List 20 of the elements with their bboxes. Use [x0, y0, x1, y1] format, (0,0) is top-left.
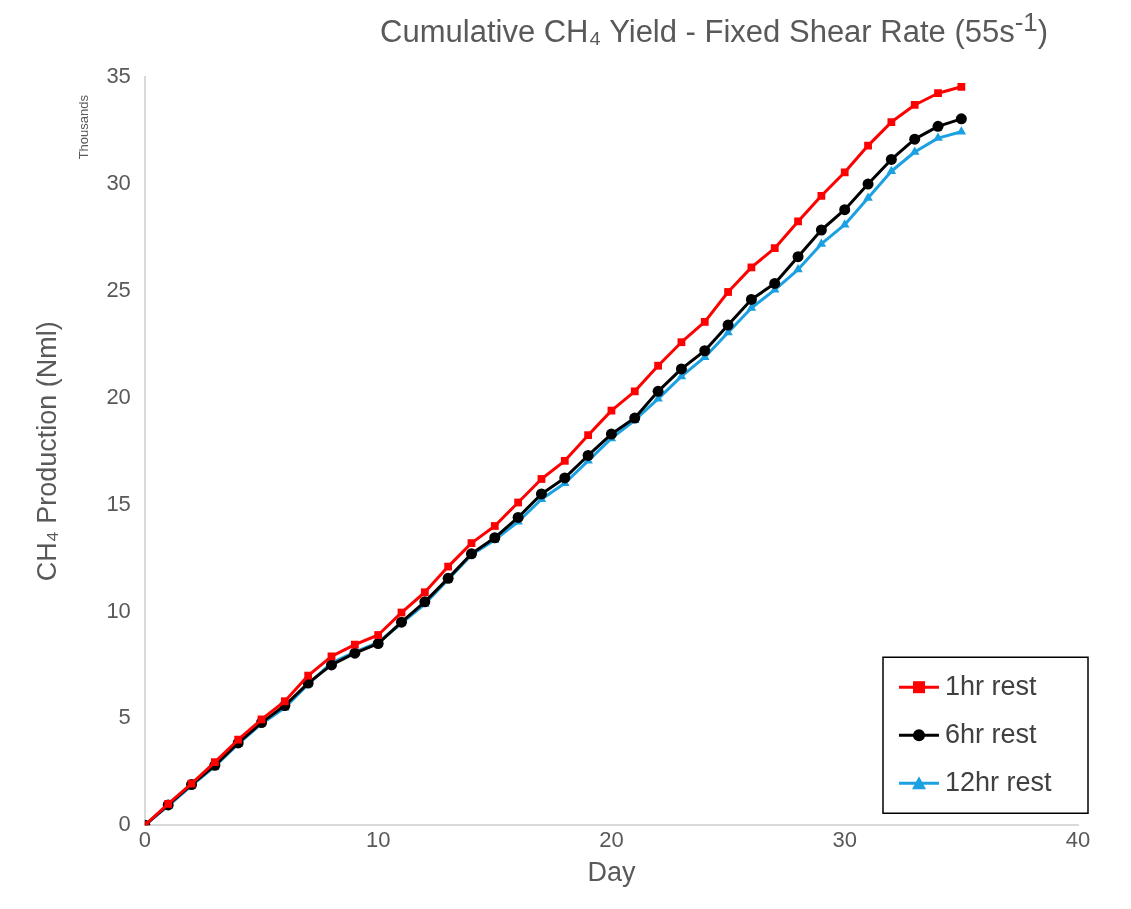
y-tick-label: 10	[106, 597, 131, 623]
legend-label: 12hr rest	[945, 766, 1053, 797]
y-tick-label: 20	[106, 384, 131, 410]
x-tick-label: 10	[365, 827, 391, 853]
legend-label: 1hr rest	[945, 670, 1038, 701]
legend-label: 6hr rest	[945, 718, 1038, 749]
x-tick-label: 30	[832, 827, 857, 853]
y-tick-label: 15	[106, 491, 131, 517]
y-axis-title: CH₄ Production (Nml)	[31, 321, 62, 582]
y-tick-label: 25	[106, 277, 131, 303]
x-tick-label: 40	[1065, 827, 1091, 853]
y-tick-label: 30	[106, 170, 131, 196]
y-tick-label: 5	[118, 704, 131, 730]
x-tick-label: 0	[138, 827, 151, 853]
y-tick-label: 35	[106, 63, 131, 89]
chart-title: Cumulative CH₄ Yield - Fixed Shear Rate (55s$^{-1}$)	[379, 8, 1049, 51]
text: Thousands	[76, 94, 92, 160]
x-axis-title: Day	[587, 857, 636, 888]
x-tick-label: 20	[599, 827, 624, 853]
y-tick-label: 0	[118, 811, 131, 837]
